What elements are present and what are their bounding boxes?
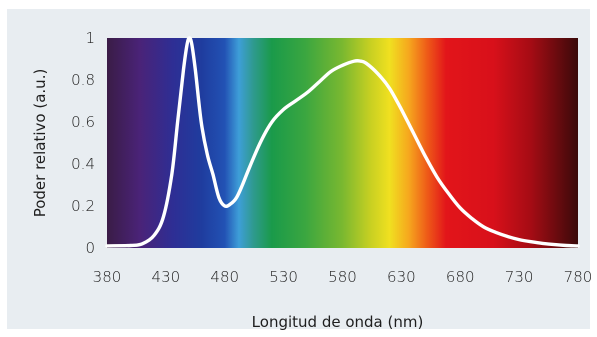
spectrum-background [107,38,578,248]
x-tick-label: 380 [93,268,122,286]
x-tick-label: 480 [210,268,239,286]
x-tick-label: 630 [387,268,416,286]
y-tick-label: 0.4 [71,155,95,173]
y-tick-label: 0.2 [71,197,95,215]
spectral-power-line [105,36,580,248]
x-axis-title: Longitud de onda (nm) [252,313,424,331]
x-tick-label: 430 [152,268,181,286]
x-tick-label: 780 [564,268,593,286]
x-tick-label: 530 [269,268,298,286]
y-tick-label: 1 [85,29,95,47]
y-tick-label: 0 [85,239,95,257]
y-tick-label: 0.6 [71,113,95,131]
x-tick-label: 580 [328,268,357,286]
y-axis-title: Poder relativo (a.u.) [31,69,49,218]
x-tick-label: 680 [446,268,475,286]
y-tick-label: 0.8 [71,71,95,89]
x-tick-label: 730 [505,268,534,286]
